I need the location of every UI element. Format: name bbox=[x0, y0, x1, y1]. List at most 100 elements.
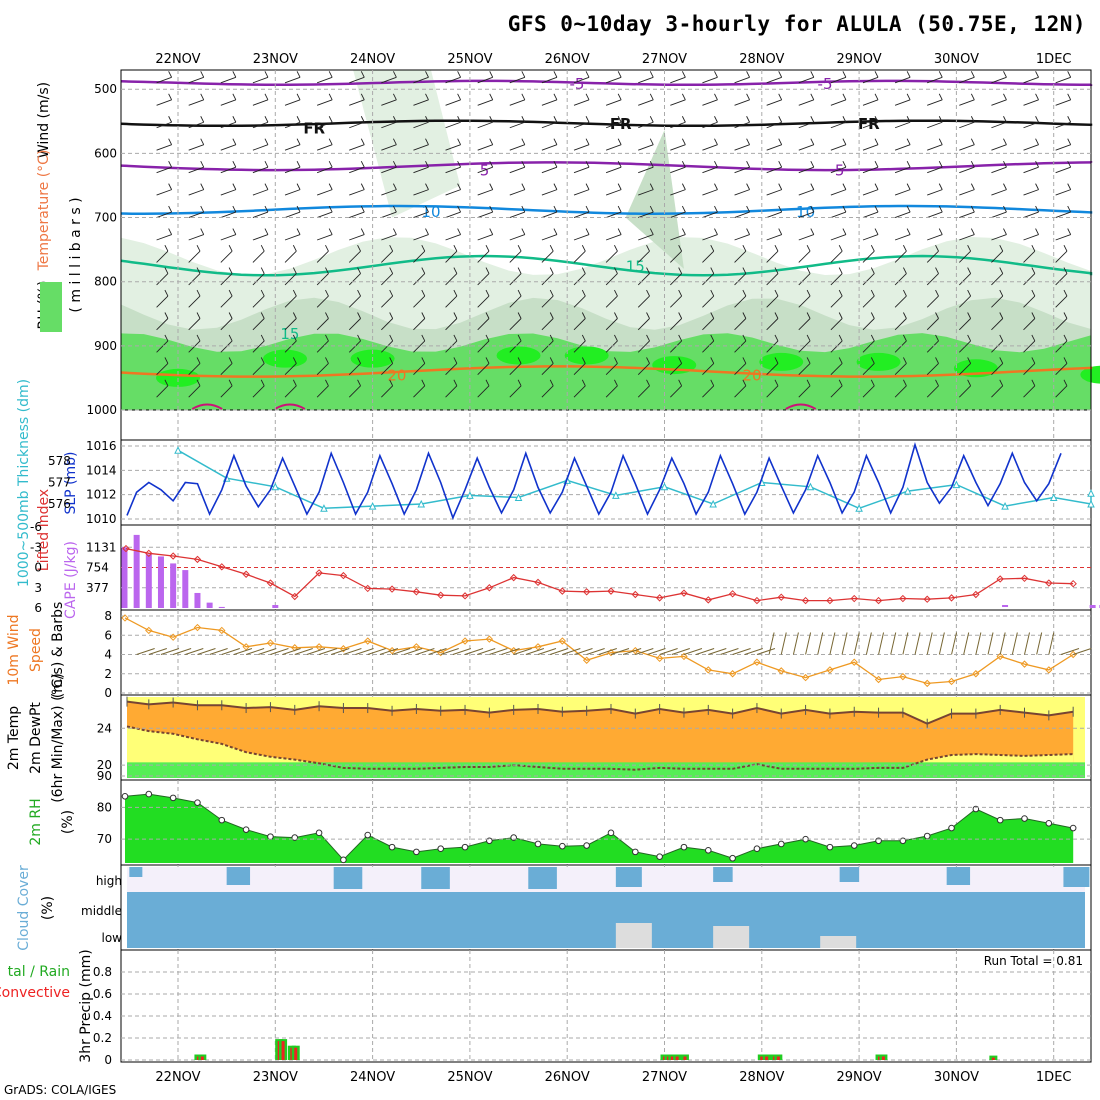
wind-barb bbox=[670, 166, 686, 174]
wind-barb bbox=[156, 189, 172, 196]
wind-barb bbox=[798, 340, 811, 353]
contour-freezing bbox=[120, 119, 1093, 128]
bottom-date-label: 26NOV bbox=[545, 1070, 590, 1085]
wind-barb-flag bbox=[453, 244, 458, 252]
wind-barb bbox=[188, 76, 204, 84]
upper-y-tick: 500 bbox=[94, 82, 117, 96]
wind-barb bbox=[702, 340, 715, 353]
li-point bbox=[631, 590, 640, 599]
contour-minus5 bbox=[120, 79, 1093, 87]
wind-barb bbox=[959, 234, 975, 241]
wind-barb-flag bbox=[296, 138, 301, 145]
wind-barb-flag bbox=[838, 244, 843, 252]
wind-barb bbox=[734, 76, 750, 84]
wind-barb bbox=[670, 234, 686, 241]
wind10-barb bbox=[1073, 648, 1092, 655]
wind-barb-flag bbox=[1063, 289, 1068, 297]
temp2m-tick: 20 bbox=[97, 758, 112, 772]
wind-barb bbox=[1023, 99, 1039, 106]
wind10-barb bbox=[245, 648, 265, 655]
wind-barb bbox=[766, 385, 779, 398]
wind10-barb bbox=[343, 648, 362, 655]
wind-barb-flag bbox=[360, 228, 365, 235]
wind-barb-flag bbox=[228, 379, 233, 387]
wind-barb bbox=[413, 144, 429, 151]
cloud-low-block bbox=[713, 926, 750, 948]
wind-barb bbox=[477, 273, 490, 286]
wind-barb bbox=[509, 76, 525, 84]
wind-barb-flag bbox=[232, 93, 237, 101]
wind-barb bbox=[220, 144, 237, 151]
wind-barb-flag bbox=[746, 160, 750, 168]
wind-barb-flag bbox=[646, 379, 650, 387]
wind-barb bbox=[862, 318, 875, 331]
wind-barb-flag bbox=[264, 183, 269, 190]
wind-barb-flag bbox=[1003, 138, 1007, 145]
wind-barb bbox=[702, 99, 718, 106]
wind-barb bbox=[605, 189, 622, 196]
wind-barb bbox=[766, 166, 782, 174]
wind-barb bbox=[830, 144, 847, 151]
wind-barb-flag bbox=[264, 228, 269, 235]
wind-barb bbox=[734, 234, 750, 241]
wind-barb bbox=[477, 211, 493, 218]
wind-barb bbox=[252, 211, 269, 218]
wind-barb-flag bbox=[967, 267, 972, 274]
wind10-point bbox=[947, 677, 956, 686]
wind-barb bbox=[381, 363, 393, 376]
wind-barb-flag bbox=[296, 228, 301, 235]
wind-barb bbox=[1055, 273, 1068, 286]
wind10-point bbox=[169, 633, 177, 641]
wind-barb-flag bbox=[485, 379, 490, 387]
wind-barb-flag bbox=[842, 93, 847, 101]
wind-barb bbox=[959, 340, 971, 353]
contour-label: FR bbox=[610, 115, 632, 133]
wind-barb bbox=[509, 385, 522, 398]
wind-barb-flag bbox=[678, 357, 683, 364]
wind-barb-flag bbox=[325, 244, 329, 252]
wind-barb bbox=[349, 144, 365, 151]
rh2m-point bbox=[1069, 824, 1077, 832]
slp-tick: 1012 bbox=[86, 488, 117, 502]
wind-barb-flag bbox=[517, 267, 522, 274]
cloud-high-block bbox=[615, 867, 642, 887]
wind-barb-flag bbox=[325, 289, 329, 297]
li-point bbox=[874, 596, 883, 605]
wind-barb bbox=[894, 340, 907, 353]
wind-barb-flag bbox=[453, 334, 458, 342]
wind-barb bbox=[316, 234, 333, 241]
wind-barb-flag bbox=[360, 138, 365, 145]
cloud-high-block bbox=[333, 867, 363, 889]
wind-barb bbox=[220, 340, 233, 353]
rh2m-point bbox=[826, 843, 834, 851]
wind-barb bbox=[862, 189, 879, 196]
wind-barb bbox=[284, 250, 297, 263]
slp-tick: 1010 bbox=[86, 512, 117, 526]
wind-barb-flag bbox=[392, 93, 397, 101]
wind-barb-flag bbox=[553, 205, 558, 213]
wind-barb-flag bbox=[392, 228, 397, 235]
contour-label: 15 bbox=[626, 258, 645, 276]
wind-barb bbox=[702, 273, 715, 286]
wind-barb bbox=[381, 121, 397, 129]
wind-barb-flag bbox=[1035, 71, 1039, 78]
thickness-point bbox=[417, 499, 426, 508]
rh2m-area bbox=[125, 794, 1074, 863]
wind-barb bbox=[188, 385, 201, 398]
wind-barb-flag bbox=[549, 289, 554, 297]
chart-title: GFS 0~10day 3-hourly for ALULA (50.75E, … bbox=[507, 12, 1086, 36]
wind-barb-flag bbox=[874, 228, 879, 235]
wind-barb-flag bbox=[967, 244, 972, 252]
thickness-point bbox=[320, 504, 328, 512]
precip-conv-bar bbox=[670, 1056, 674, 1060]
wind-barb bbox=[959, 318, 971, 331]
precip-tick: 0.8 bbox=[93, 965, 112, 979]
wind-barb-flag bbox=[938, 116, 943, 123]
rh2m-point bbox=[145, 790, 153, 798]
wind-barb bbox=[830, 234, 847, 241]
wind-barb-flag bbox=[870, 244, 875, 252]
wind-barb-flag bbox=[774, 312, 779, 319]
wind-barb-flag bbox=[168, 160, 173, 168]
wind-barb-flag bbox=[1003, 93, 1007, 101]
